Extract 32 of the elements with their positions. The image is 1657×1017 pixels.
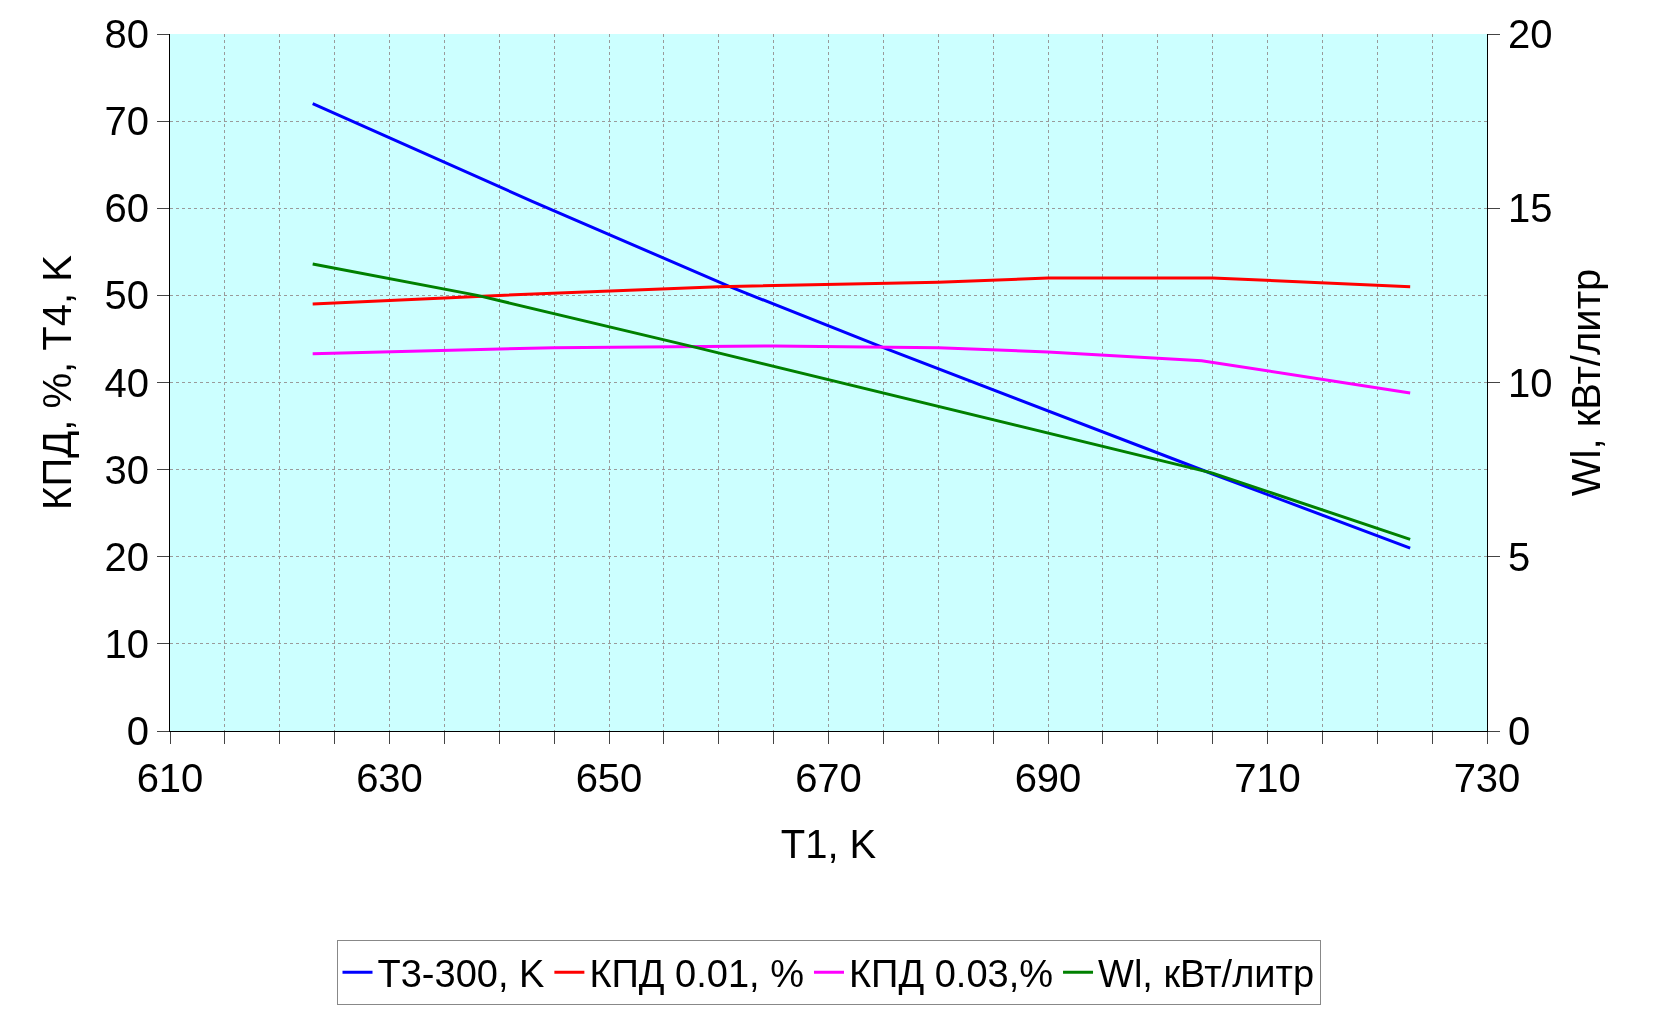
x-tick-label: 690 (1014, 756, 1082, 800)
y-tick-label: 70 (104, 99, 149, 144)
legend-label: Wl, кВт/литр (1098, 953, 1315, 996)
y-tick-label: 20 (104, 534, 149, 579)
y2-tick-label: 15 (1508, 186, 1553, 231)
line-series (311, 344, 1412, 395)
y-tick-label: 60 (104, 186, 149, 231)
y-tick-label: 30 (104, 447, 149, 492)
y2-tick-label: 20 (1508, 12, 1553, 56)
x-tick-label: 650 (575, 756, 643, 800)
x-tick-label: 630 (356, 756, 423, 800)
legend-label: КПД 0.01, % (589, 953, 804, 996)
x-tick-label: 610 (136, 756, 204, 800)
line-series (311, 262, 1412, 541)
y-tick-label: 80 (104, 12, 149, 56)
y2-tick-label: 10 (1508, 360, 1553, 405)
y2-tick-label: 0 (1508, 709, 1531, 753)
y-tick-label: 0 (126, 709, 149, 753)
x-axis-title: T1, K (780, 821, 877, 866)
x-tick-label: 710 (1234, 756, 1301, 800)
legend-label: КПД 0.03,% (848, 953, 1054, 996)
legend-label: T3-300, K (377, 953, 545, 996)
y-tick-label: 40 (104, 360, 149, 405)
line-series (311, 102, 1412, 550)
line-series (311, 276, 1412, 306)
y-tick-label: 50 (104, 273, 149, 318)
y-tick-label: 10 (104, 621, 149, 666)
y-axis-title: КПД, %, T4, K (35, 254, 79, 510)
x-tick-label: 730 (1453, 756, 1521, 800)
y2-axis-title: Wl, кВт/литр (1564, 268, 1608, 497)
x-tick-label: 670 (795, 756, 862, 800)
y2-tick-label: 5 (1508, 534, 1531, 579)
